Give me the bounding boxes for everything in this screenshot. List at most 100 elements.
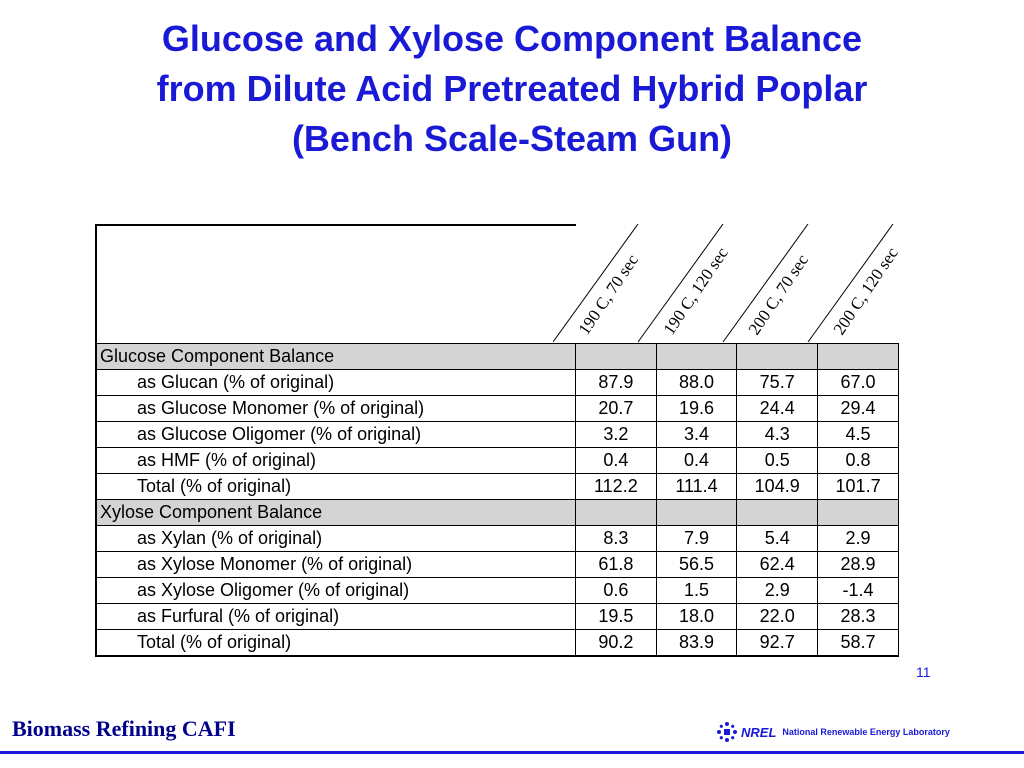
nrel-full-name: National Renewable Energy Laboratory — [782, 727, 950, 737]
table-cell: 24.4 — [736, 395, 819, 422]
table-cell: 62.4 — [736, 551, 819, 578]
column-header-label: 200 C, 70 sec — [745, 251, 813, 339]
component-balance-table: Glucose Component Balance as Glucan (% of… — [95, 224, 899, 662]
footer-title: Biomass Refining CAFI — [12, 716, 236, 741]
table-cell: 1.5 — [655, 577, 738, 604]
section-row: Glucose Component Balance — [95, 343, 899, 370]
table-cell: 8.3 — [575, 525, 657, 552]
header-cell — [575, 225, 657, 344]
header-cell — [817, 225, 899, 344]
table-cell: 20.7 — [575, 395, 657, 422]
table-cell: 0.8 — [817, 447, 899, 474]
table-cell: 22.0 — [736, 603, 819, 630]
table-cell: 0.4 — [655, 447, 738, 474]
row-label: as Furfural (% of original) — [95, 603, 577, 630]
section-empty-cell — [655, 499, 738, 526]
table-cell: 19.6 — [655, 395, 738, 422]
row-label: as Glucose Oligomer (% of original) — [95, 421, 577, 448]
table-cell: 83.9 — [655, 629, 738, 657]
table-cell: 61.8 — [575, 551, 657, 578]
table-cell: 90.2 — [575, 629, 657, 657]
section-title: Glucose Component Balance — [95, 343, 577, 370]
title-line-2: from Dilute Acid Pretreated Hybrid Popla… — [156, 68, 868, 109]
table-row: as Glucose Oligomer (% of original) 3.2 3.… — [95, 421, 899, 448]
table-cell: 2.9 — [817, 525, 899, 552]
table-cell: 88.0 — [655, 369, 738, 396]
table-cell: 0.5 — [736, 447, 819, 474]
header-divider — [722, 224, 809, 343]
header-cell — [656, 225, 737, 344]
title-line-3: (Bench Scale-Steam Gun) — [291, 118, 733, 159]
nrel-logo-icon — [716, 721, 738, 743]
table-cell: 0.4 — [575, 447, 657, 474]
row-label: as Xylan (% of original) — [95, 525, 577, 552]
row-label: as HMF (% of original) — [95, 447, 577, 474]
table-cell: 67.0 — [817, 369, 899, 396]
table-row: as Furfural (% of original) 19.5 18.0 22.0 2… — [95, 603, 899, 630]
row-label: as Glucan (% of original) — [95, 369, 577, 396]
row-label: Total (% of original) — [95, 629, 577, 657]
nrel-logo: NREL National Renewable Energy Laborator… — [716, 720, 950, 744]
page-number: 11 — [916, 664, 931, 680]
header-cell — [736, 225, 818, 344]
slide-title: Glucose and Xylose Component Balance fro… — [0, 14, 1024, 164]
table-row: as Xylose Monomer (% of original) 61.8 56.… — [95, 551, 899, 578]
table-cell: 28.9 — [817, 551, 899, 578]
table-cell: 104.9 — [736, 473, 819, 500]
table-cell: 2.9 — [736, 577, 819, 604]
column-header-label: 190 C, 120 sec — [660, 243, 733, 338]
table-cell: 18.0 — [655, 603, 738, 630]
section-empty-cell — [736, 499, 819, 526]
header-row — [95, 224, 899, 344]
section-empty-cell — [817, 499, 899, 526]
table-cell: 75.7 — [736, 369, 819, 396]
row-label: as Xylose Oligomer (% of original) — [95, 577, 577, 604]
row-label: as Xylose Monomer (% of original) — [95, 551, 577, 578]
table-row: Total (% of original) 90.2 83.9 92.7 58.7 — [95, 629, 899, 657]
table-row: as Glucose Monomer (% of original) 20.7 19… — [95, 395, 899, 422]
table-row: as Xylose Oligomer (% of original) 0.6 1.5… — [95, 577, 899, 604]
row-label: as Glucose Monomer (% of original) — [95, 395, 577, 422]
table-row: as HMF (% of original) 0.4 0.4 0.5 0.8 — [95, 447, 899, 474]
section-empty-cell — [736, 343, 819, 370]
section-empty-cell — [575, 499, 657, 526]
table-row: as Glucan (% of original) 87.9 88.0 75.7 67.… — [95, 369, 899, 396]
section-empty-cell — [655, 343, 738, 370]
footer-bar — [0, 751, 1024, 754]
table-row: as Xylan (% of original) 8.3 7.9 5.4 2.9 — [95, 525, 899, 552]
table-cell: -1.4 — [817, 577, 899, 604]
table-cell: 7.9 — [655, 525, 738, 552]
table-cell: 58.7 — [817, 629, 899, 657]
header-corner — [95, 224, 576, 344]
table-cell: 87.9 — [575, 369, 657, 396]
header-divider — [807, 224, 894, 343]
table-row: Total (% of original) 112.2 111.4 104.9 101.… — [95, 473, 899, 500]
table-cell: 4.3 — [736, 421, 819, 448]
table-cell: 0.6 — [575, 577, 657, 604]
column-header-label: 200 C, 120 sec — [830, 243, 899, 338]
section-empty-cell — [575, 343, 657, 370]
table-cell: 28.3 — [817, 603, 899, 630]
table-cell: 111.4 — [655, 473, 738, 500]
table-cell: 19.5 — [575, 603, 657, 630]
table-cell: 29.4 — [817, 395, 899, 422]
table-cell: 112.2 — [575, 473, 657, 500]
table-cell: 101.7 — [817, 473, 899, 500]
nrel-wordmark: NREL — [741, 724, 777, 740]
table-cell: 3.4 — [655, 421, 738, 448]
table-cell: 4.5 — [817, 421, 899, 448]
header-divider — [553, 224, 639, 343]
title-line-1: Glucose and Xylose Component Balance — [161, 18, 863, 59]
row-label: Total (% of original) — [95, 473, 577, 500]
column-header-label: 190 C, 70 sec — [575, 251, 643, 339]
table-cell: 5.4 — [736, 525, 819, 552]
table-cell: 3.2 — [575, 421, 657, 448]
section-title: Xylose Component Balance — [95, 499, 577, 526]
section-row: Xylose Component Balance — [95, 499, 899, 526]
table-cell: 92.7 — [736, 629, 819, 657]
header-divider — [637, 224, 724, 343]
column-headers: 190 C, 70 sec 190 C, 120 sec 200 C, 70 sec… — [553, 224, 899, 343]
balance-table: Glucose Component Balance as Glucan (% of… — [95, 224, 899, 657]
table-cell: 56.5 — [655, 551, 738, 578]
section-empty-cell — [817, 343, 899, 370]
